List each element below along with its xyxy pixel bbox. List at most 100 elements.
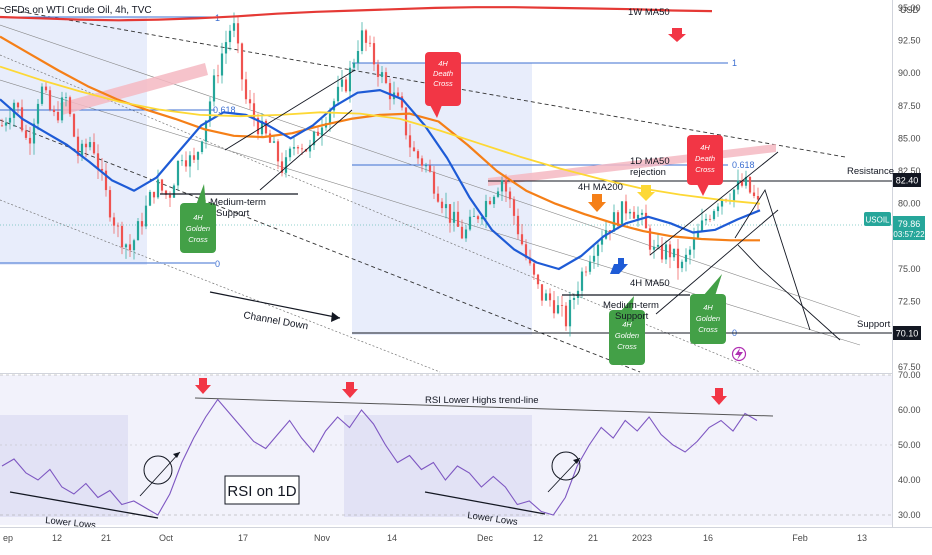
candle-body	[488, 200, 492, 205]
candle-body	[652, 246, 656, 250]
candle-body	[684, 254, 688, 262]
candle-body	[264, 120, 268, 134]
price-tick-0: 95.00	[898, 3, 921, 13]
time-tick-0: ep	[3, 533, 13, 543]
rising-channel-2-bottom	[655, 209, 779, 315]
price-tick-3: 87.50	[898, 101, 921, 111]
death-cross-left-box: 4H Death Cross	[425, 52, 461, 118]
candle-body	[688, 249, 692, 255]
candle-body	[748, 176, 752, 193]
candle-body	[440, 201, 444, 209]
ma200-4h-label: 4H MA200	[578, 182, 623, 193]
candle-body	[436, 193, 440, 202]
candle-body	[108, 190, 112, 218]
rsi-breakout-circle-right	[547, 451, 581, 493]
medium-support-left-l2: Support	[216, 208, 250, 219]
currency-label: USD	[900, 5, 920, 15]
ma50-1d-arrow	[637, 185, 655, 201]
rising-channels	[224, 69, 779, 315]
candle-body	[64, 97, 68, 99]
candle-body	[316, 131, 320, 136]
candle-body	[144, 205, 148, 227]
death-cross-left-l1: 4H	[438, 59, 448, 68]
candle-body	[128, 244, 132, 251]
candle-body	[444, 204, 448, 209]
resistance-label: Resistance	[847, 166, 894, 177]
candle-body	[692, 237, 696, 250]
candle-body	[708, 218, 712, 220]
time-axis[interactable]: ep 12 21 Oct 17 Nov 14 Dec 12 21 2023 16 Feb 13	[3, 533, 867, 543]
candle-body	[40, 86, 44, 104]
rsi-axis[interactable]: 70.00 60.00 50.00 40.00 30.00	[898, 370, 921, 520]
price-axis[interactable]: USD 95.00 92.50 90.00 87.50 85.00 82.50 80.00 7…	[898, 3, 921, 372]
candle-body	[420, 158, 424, 166]
candle-body	[0, 125, 4, 127]
candle-body	[164, 190, 168, 195]
candle-body	[656, 244, 660, 247]
candle-body	[588, 261, 592, 272]
time-tick-8: 12	[533, 533, 543, 543]
candle-body	[180, 160, 184, 162]
signal-arrows	[588, 28, 686, 274]
golden-cross-left-l3: Cross	[188, 235, 208, 244]
candle-body	[608, 230, 612, 232]
candle-body	[712, 211, 716, 220]
candle-body	[732, 189, 736, 201]
golden-cross-left-l2: Golden	[186, 224, 210, 233]
candle-body	[284, 157, 288, 173]
candle-body	[664, 244, 668, 260]
candle-body	[428, 165, 432, 172]
ma-series-2	[0, 88, 761, 271]
time-tick-2: 21	[101, 533, 111, 543]
candle-body	[216, 75, 220, 77]
candle-body	[600, 238, 604, 245]
candle-body	[184, 160, 188, 167]
candle-body	[524, 244, 528, 258]
symbol-header: CFDs on WTI Crude Oil, 4h, TVC	[4, 5, 152, 16]
channel-down-arrow	[209, 291, 341, 322]
candle-body	[540, 284, 544, 301]
death-cross-left-l2: Death	[433, 69, 453, 78]
candle-body	[696, 230, 700, 238]
rsi-trendline-label: RSI Lower Highs trend-line	[425, 395, 539, 406]
candle-body	[340, 79, 344, 87]
candle-body	[520, 234, 524, 245]
candle-body	[360, 30, 364, 52]
fib-618-left-label: 0.618	[213, 105, 236, 115]
candle-body	[220, 53, 224, 76]
moving-averages	[0, 6, 761, 271]
candle-body	[564, 305, 568, 327]
lightning-icon[interactable]	[731, 346, 747, 362]
candle-body	[80, 143, 84, 156]
rsi-label-box	[224, 475, 300, 505]
candle-body	[572, 297, 576, 300]
candle-body	[344, 79, 348, 92]
candle-body	[452, 211, 456, 223]
candle-body	[16, 102, 20, 108]
time-tick-4: 17	[238, 533, 248, 543]
resistance-price-tag: 82.40	[893, 173, 921, 187]
candle-body	[548, 293, 552, 301]
candle-body	[244, 79, 248, 100]
candle-body	[252, 103, 256, 118]
candle-body	[168, 194, 172, 198]
candle-body	[672, 248, 676, 258]
candle-body	[68, 97, 72, 115]
candle-body	[212, 75, 216, 102]
candle-body	[484, 200, 488, 218]
rising-channel-1-bottom	[259, 109, 353, 191]
rsi-tick-4: 30.00	[898, 510, 921, 520]
time-tick-10: 2023	[632, 533, 652, 543]
rising-channel-2-top	[649, 151, 779, 256]
candle-body	[44, 86, 48, 91]
candle-body	[556, 305, 560, 314]
ma-series-3	[0, 65, 761, 205]
candle-body	[516, 215, 520, 235]
channel-upper-line	[0, 7, 846, 158]
ma50-1d-rejection-l1: 1D MA50	[630, 156, 670, 167]
candle-body	[412, 147, 416, 152]
candle-body	[240, 43, 244, 80]
fib-1-right-label: 1	[732, 58, 737, 68]
